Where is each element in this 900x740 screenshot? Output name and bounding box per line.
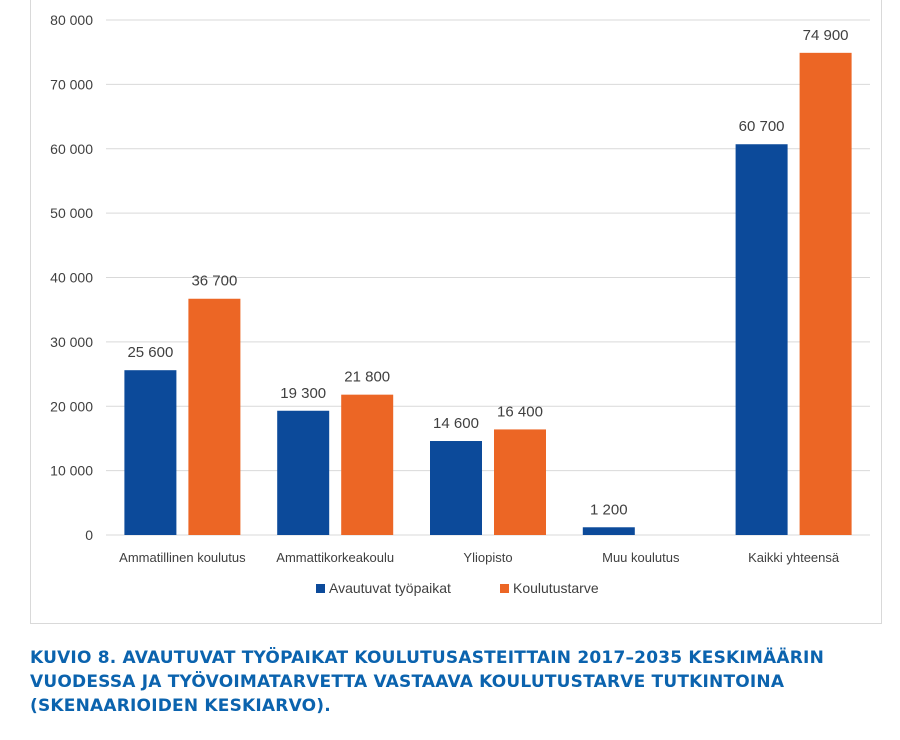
x-category-label: Yliopisto bbox=[463, 550, 512, 565]
bar-avautuvat bbox=[735, 144, 788, 535]
x-category-label: Ammatillinen koulutus bbox=[119, 550, 246, 565]
legend-label: Avautuvat työpaikat bbox=[329, 580, 451, 596]
figure-caption: KUVIO 8. AVAUTUVAT TYÖPAIKAT KOULUTUSAST… bbox=[30, 646, 880, 718]
y-tick-label: 40 000 bbox=[50, 270, 93, 286]
data-label: 36 700 bbox=[191, 273, 237, 290]
data-label: 1 200 bbox=[590, 501, 628, 518]
data-label: 74 900 bbox=[803, 27, 849, 44]
data-label: 19 300 bbox=[280, 385, 326, 402]
caption-line-3: (SKENAARIOIDEN KESKIARVO). bbox=[30, 696, 331, 716]
bar-koulutustarve bbox=[341, 394, 394, 535]
x-category-label: Muu koulutus bbox=[602, 550, 680, 565]
legend-label: Koulutustarve bbox=[513, 580, 599, 596]
bar-koulutustarve bbox=[494, 429, 546, 535]
data-label: 16 400 bbox=[497, 403, 543, 420]
x-category-label: Ammattikorkeakoulu bbox=[276, 550, 394, 565]
bar-koulutustarve bbox=[799, 52, 852, 536]
caption-line-1: KUVIO 8. AVAUTUVAT TYÖPAIKAT KOULUTUSAST… bbox=[30, 648, 825, 668]
bar-avautuvat bbox=[430, 441, 482, 535]
y-tick-label: 70 000 bbox=[50, 76, 93, 92]
y-tick-label: 30 000 bbox=[50, 334, 93, 350]
x-category-label: Kaikki yhteensä bbox=[748, 550, 840, 565]
data-label: 25 600 bbox=[127, 344, 173, 361]
legend-swatch-avautuvat bbox=[316, 584, 325, 593]
bar-avautuvat bbox=[277, 410, 330, 535]
y-tick-label: 60 000 bbox=[50, 141, 93, 157]
y-tick-label: 10 000 bbox=[50, 463, 93, 479]
data-label: 14 600 bbox=[433, 415, 479, 432]
bar-avautuvat bbox=[124, 370, 177, 535]
data-label: 21 800 bbox=[344, 369, 390, 386]
y-tick-label: 0 bbox=[85, 527, 93, 543]
y-tick-label: 80 000 bbox=[50, 12, 93, 28]
data-label: 60 700 bbox=[739, 118, 785, 135]
bar-avautuvat bbox=[582, 527, 635, 535]
caption-line-2: VUODESSA JA TYÖVOIMATARVETTA VASTAAVA KO… bbox=[30, 672, 785, 692]
y-tick-label: 20 000 bbox=[50, 398, 93, 414]
y-tick-label: 50 000 bbox=[50, 205, 93, 221]
legend-swatch-koulutustarve bbox=[500, 584, 509, 593]
bar-koulutustarve bbox=[188, 298, 241, 535]
bar-chart: 0 10 000 20 000 30 000 40 000 50 000 60 000 70 … bbox=[50, 12, 870, 596]
